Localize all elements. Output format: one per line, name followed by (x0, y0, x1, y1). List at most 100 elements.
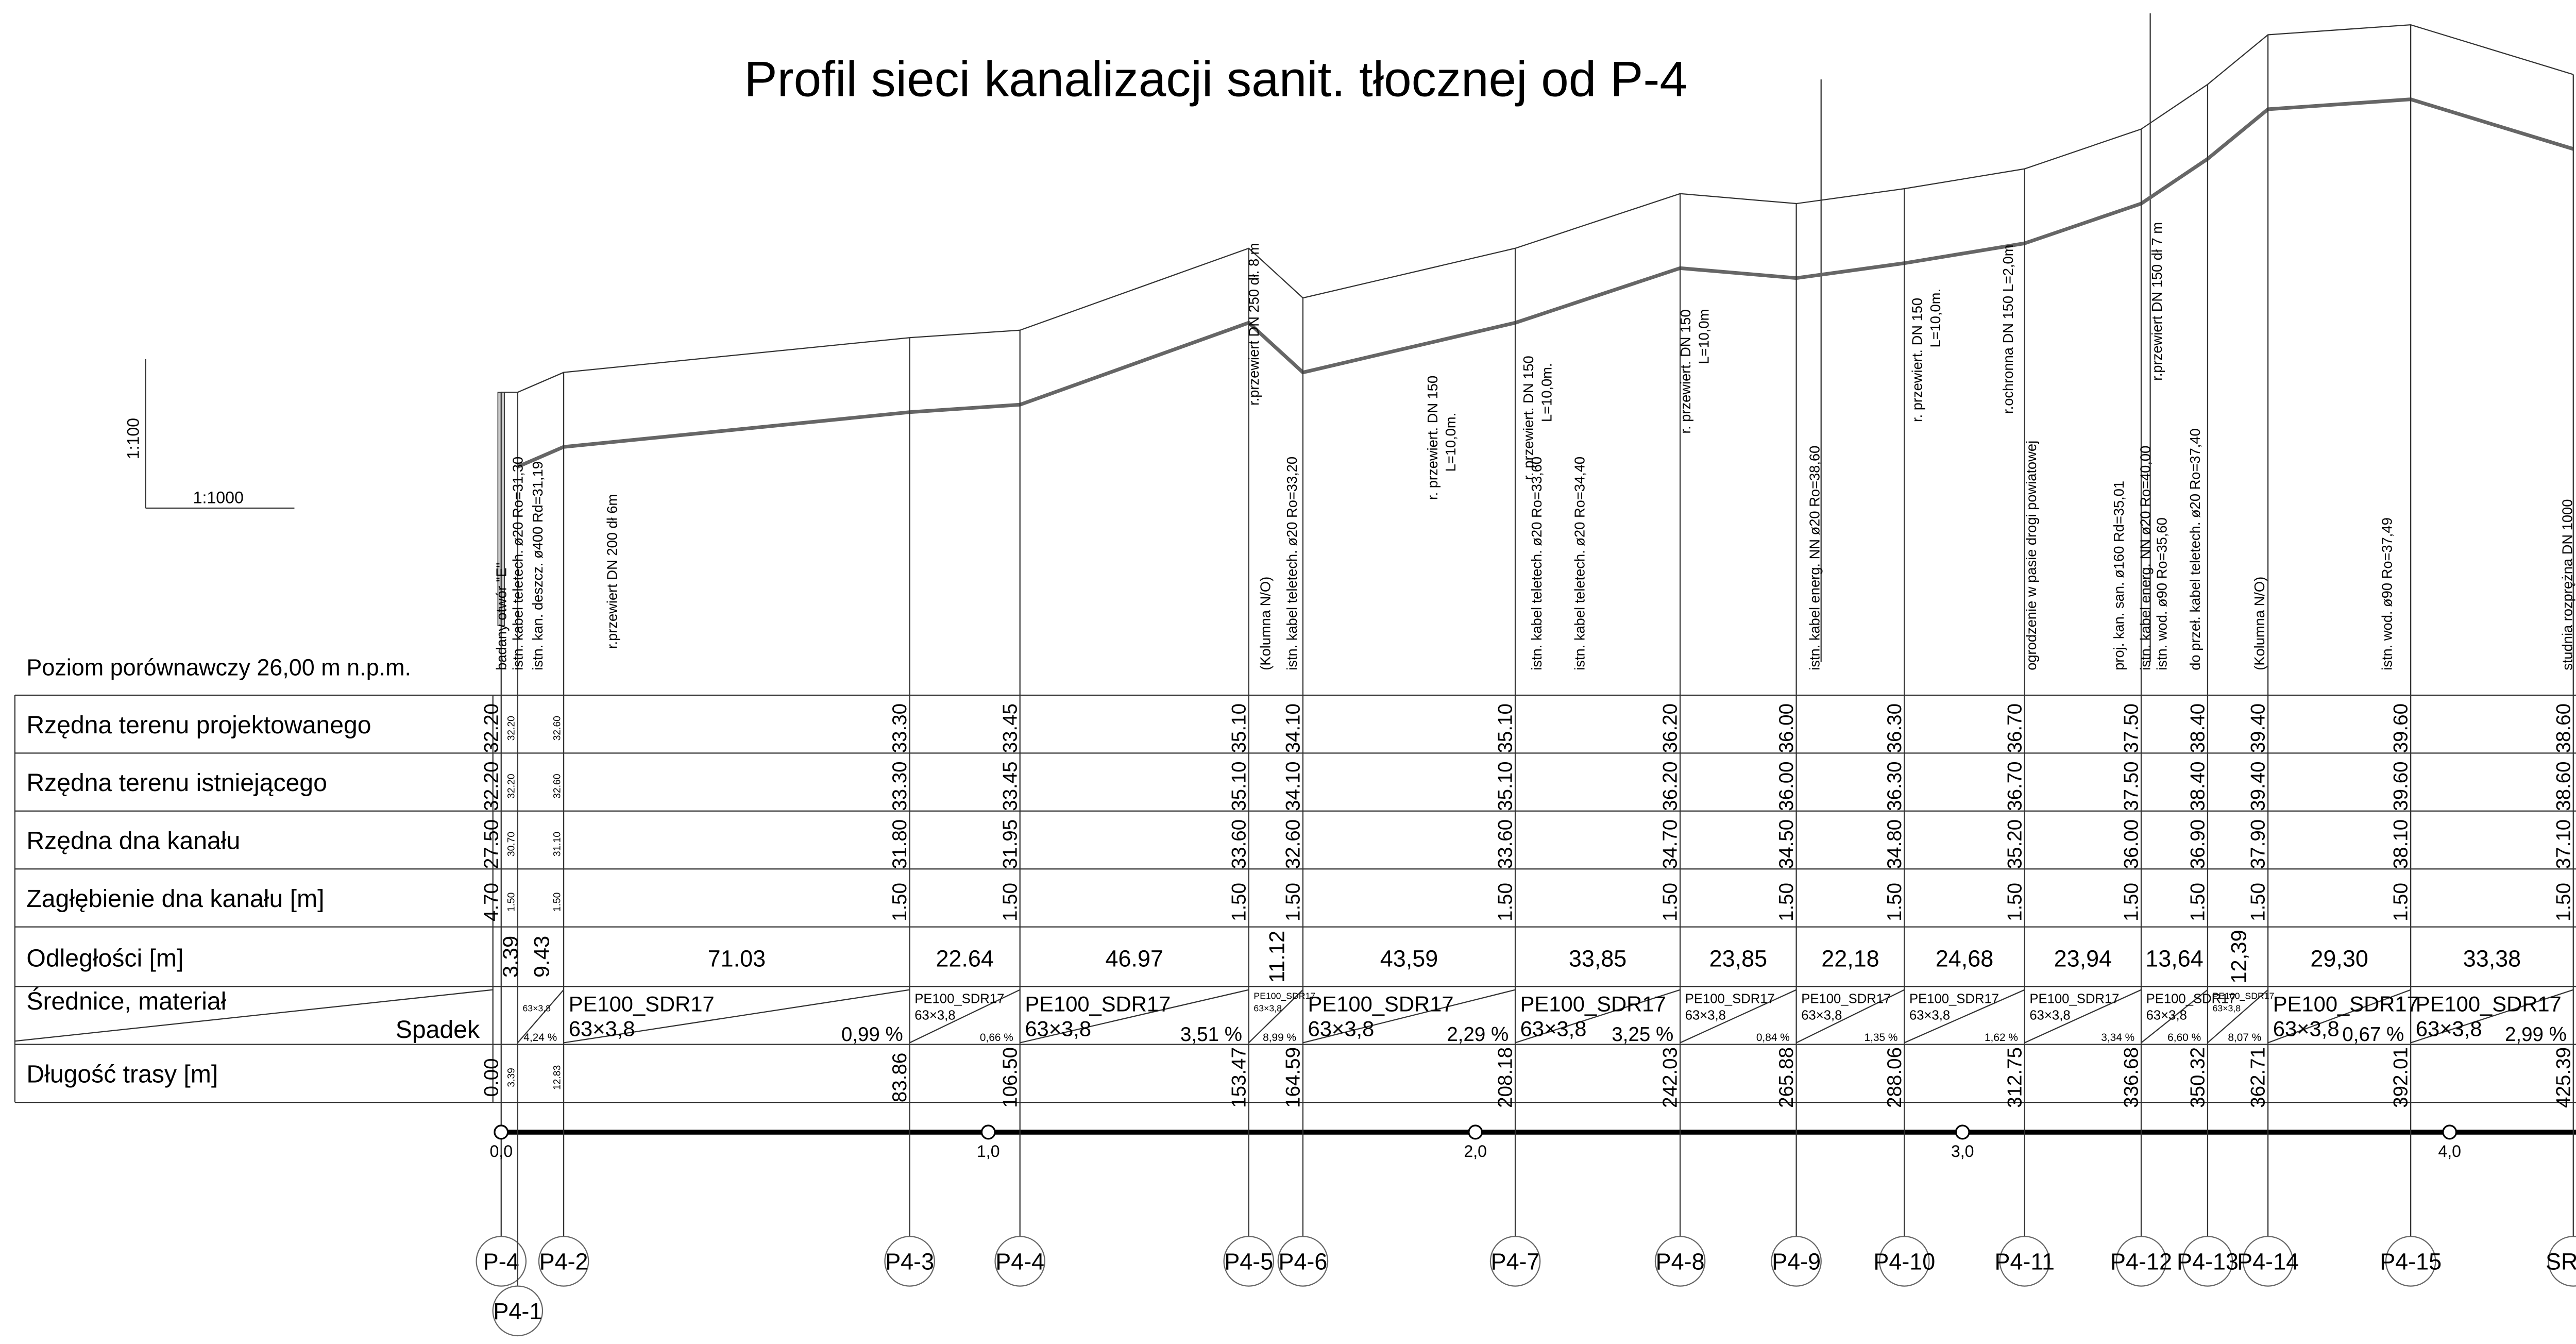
segment-distance: 3.39 (498, 936, 522, 978)
station-bottom: 34.80 (1884, 819, 1906, 869)
station-terrain-exist: 32.60 (552, 774, 563, 799)
segment-slope: 3,34 % (2101, 1032, 2134, 1044)
annotation: istn. kabel teletech. ø20 Ro=33,20 (1284, 457, 1300, 670)
station-name: P4-6 (1278, 1248, 1327, 1274)
station-bottom: 31.80 (889, 819, 911, 869)
station-terrain-proj: 33.30 (889, 703, 911, 753)
row-label: Odległości [m] (26, 945, 183, 972)
chainage-label: 1,0 (977, 1142, 1000, 1161)
segment-distance: 33,85 (1569, 946, 1626, 972)
segment-dims: 63×3,8 (2146, 1008, 2187, 1022)
station-terrain-proj: 33.45 (999, 703, 1021, 753)
segment-material: PE100_SDR17 (1520, 992, 1666, 1016)
station-terrain-exist: 35.10 (1495, 761, 1517, 811)
segment-dims: 63×3,8 (2416, 1017, 2482, 1041)
segment-material: PE100_SDR17 (569, 992, 715, 1016)
annotation: istn. kabel energ. NN ø20 Ro=38,60 (1807, 446, 1823, 670)
station-terrain-proj: 39.60 (2390, 703, 2412, 753)
station-terrain-proj: 34.10 (1282, 703, 1304, 753)
chainage-label: 2,0 (1464, 1142, 1487, 1161)
annotation: do przeł. kabel teletech. ø20 Ro=37,40 (2187, 428, 2203, 670)
row-label: Rzędna dna kanału (26, 827, 240, 855)
segment-distance: 71.03 (708, 946, 766, 972)
station-depth: 1.50 (1775, 883, 1798, 921)
segment-slope: 0,84 % (1756, 1032, 1790, 1044)
annotation: ogrodzenie w pasie drogi powiatowej (2023, 441, 2039, 670)
annotation: L=10,0m. (1443, 413, 1459, 472)
station-bottom: 36.90 (2187, 819, 2209, 869)
station-bottom: 37.10 (2552, 819, 2574, 869)
station-bottom: 37.90 (2247, 819, 2269, 869)
segment-slope: 8,07 % (2228, 1032, 2261, 1044)
segment-dims: 63×3,8 (1025, 1017, 1091, 1041)
row-label: Rzędna terenu projektowanego (26, 711, 371, 739)
annotation: r.przewiert DN 150 dł 7 m (2149, 222, 2165, 381)
annotation: istn. kabel teletech. ø20 Ro=31,30 (510, 457, 526, 670)
station-bottom: 35.20 (2004, 819, 2026, 869)
segment-dims: 63×3,8 (522, 1003, 551, 1013)
station-depth: 1.50 (1884, 883, 1906, 921)
segment-distance: 22,18 (1821, 946, 1879, 972)
segment-distance: 23,94 (2054, 946, 2112, 972)
station-terrain-exist: 36.70 (2004, 761, 2026, 811)
segment-slope: 0,99 % (841, 1023, 903, 1046)
station-length: 153.47 (1228, 1047, 1250, 1108)
row-label: Zagłębienie dna kanału [m] (26, 885, 324, 913)
station-name: P4-8 (1656, 1248, 1705, 1274)
station-bottom: 34.50 (1775, 819, 1798, 869)
segment-dims: 63×3,8 (2273, 1017, 2340, 1041)
annotation: istn. kabel teletech. ø20 Ro=33,60 (1529, 457, 1545, 670)
annotation: r.przewiert DN 200 dł 6m (604, 494, 620, 649)
station-bottom: 30.70 (506, 832, 517, 856)
station-bottom: 31.10 (552, 832, 563, 856)
page: Profil sieci kanalizacji sanit. tłocznej… (0, 0, 2576, 1344)
row-label: Średnice, materiał (26, 987, 226, 1015)
scale-vertical: 1:100 (124, 418, 143, 459)
segment-material: PE100_SDR17 (1025, 992, 1171, 1016)
chainage-tick (1956, 1125, 1969, 1139)
row-label: Długość trasy [m] (26, 1061, 218, 1088)
segment-distance: 29,30 (2310, 946, 2368, 972)
segment-distance: 46.97 (1106, 946, 1163, 972)
station-length: 392.01 (2390, 1047, 2412, 1108)
annotation: proj. kan. san. ø160 Rd=35,01 (2111, 481, 2127, 670)
annotation: (Kolumna N/O) (1258, 577, 1274, 670)
station-terrain-exist: 36.30 (1884, 761, 1906, 811)
chainage-tick (495, 1125, 508, 1139)
station-terrain-proj: 32.20 (506, 716, 517, 741)
station-terrain-proj: 36.30 (1884, 703, 1906, 753)
station-length: 312.75 (2004, 1047, 2026, 1108)
segment-distance: 23,85 (1709, 946, 1767, 972)
station-bottom: 31.95 (999, 819, 1021, 869)
station-terrain-exist: 32.20 (480, 761, 502, 811)
station-name: P4-12 (2110, 1248, 2172, 1274)
segment-slope: 2,99 % (2505, 1023, 2567, 1046)
station-terrain-proj: 36.00 (1775, 703, 1798, 753)
segment-dims: 63×3,8 (1308, 1017, 1375, 1041)
station-length: 208.18 (1495, 1047, 1517, 1108)
station-terrain-proj: 35.10 (1495, 703, 1517, 753)
station-bottom: 38.10 (2390, 819, 2412, 869)
station-terrain-proj: 38.60 (2552, 703, 2574, 753)
station-terrain-exist: 36.20 (1659, 761, 1682, 811)
segment-dims: 63×3,8 (1685, 1008, 1726, 1022)
station-length: 265.88 (1775, 1047, 1798, 1108)
station-terrain-exist: 34.10 (1282, 761, 1304, 811)
annotation: istn. kabel energ. NN ø20 Ro=40,00 (2138, 446, 2154, 670)
segment-material: PE100_SDR17 (2213, 990, 2275, 1001)
segment-dims: 63×3,8 (2029, 1008, 2070, 1022)
annotation: istn. kan. deszcz. ø400 Rd=31,19 (530, 461, 546, 670)
station-terrain-exist: 39.60 (2390, 761, 2412, 811)
station-name: P-4 (483, 1248, 519, 1274)
station-bottom: 34.70 (1659, 819, 1682, 869)
station-bottom: 33.60 (1495, 819, 1517, 869)
segment-material: PE100_SDR17 (1308, 992, 1454, 1016)
station-depth: 1.50 (2187, 883, 2209, 921)
station-name: P4-3 (885, 1248, 934, 1274)
station-terrain-proj: 38.40 (2187, 703, 2209, 753)
segment-dims: 63×3,8 (569, 1017, 635, 1041)
scale-horizontal: 1:1000 (193, 488, 244, 507)
station-terrain-exist: 37.50 (2121, 761, 2143, 811)
station-bottom: 33.60 (1228, 819, 1250, 869)
title: Profil sieci kanalizacji sanit. tłocznej… (744, 52, 1687, 107)
